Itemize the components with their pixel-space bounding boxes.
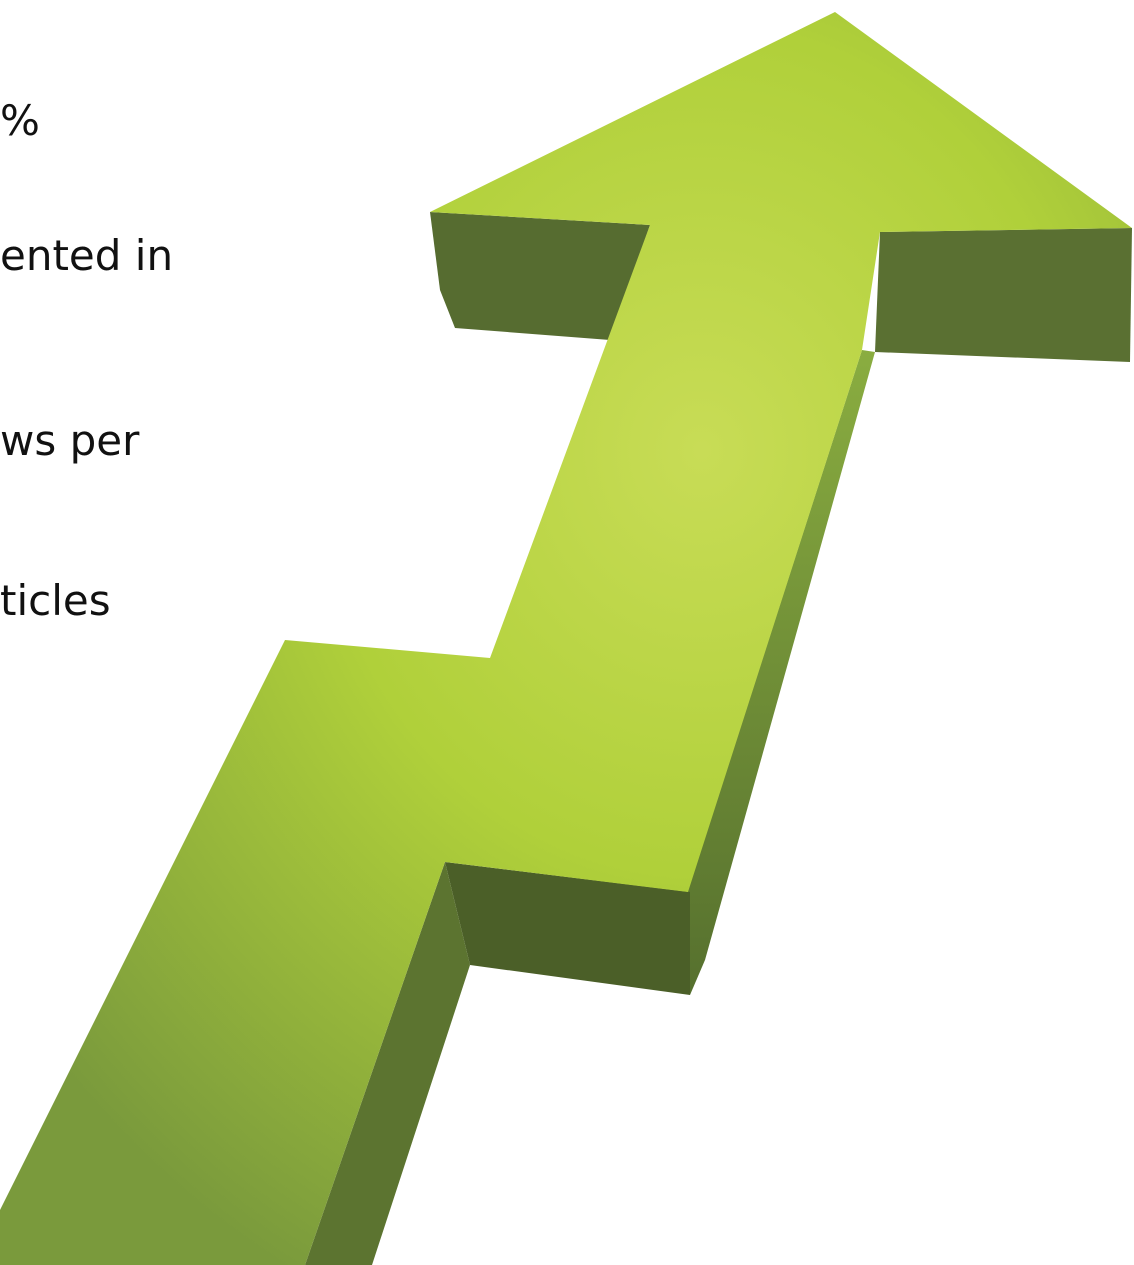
arrow-upper-side [688, 350, 875, 995]
arrow-lower-side [305, 862, 470, 1265]
text-line: ented in [0, 231, 174, 280]
arrow-right-wing-face [875, 228, 1132, 362]
text-line: ticles [0, 576, 111, 625]
arrow-top-face [0, 12, 1132, 1265]
text-line: ws per [0, 416, 140, 465]
arrow-left-wing-face [430, 212, 650, 340]
arrow-step-face [445, 862, 690, 995]
text-line: % [0, 96, 40, 145]
